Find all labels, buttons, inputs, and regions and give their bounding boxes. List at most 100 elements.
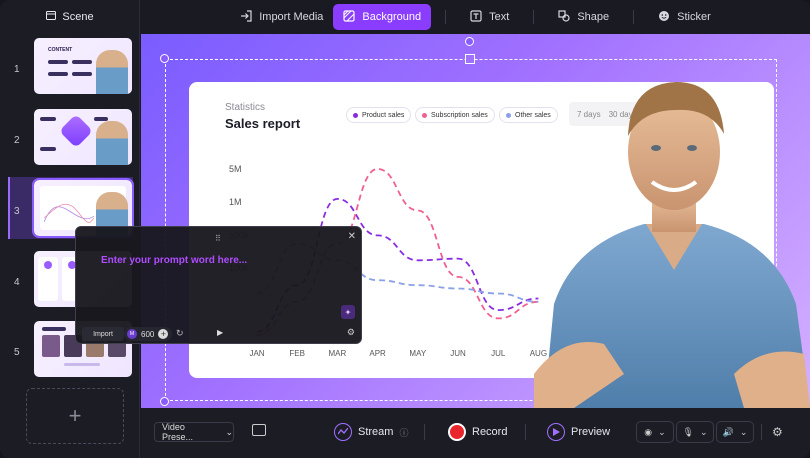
settings-icon[interactable]: ⚙ (346, 327, 355, 337)
x-tick-label: JAN (249, 349, 264, 358)
resize-handle-tl[interactable] (160, 54, 169, 63)
drag-grip-icon[interactable]: ⠿ (215, 234, 222, 243)
preset-label: Video Prese... (162, 422, 194, 442)
scene-number: 4 (14, 277, 20, 288)
shape-label: Shape (577, 11, 610, 23)
record-icon (448, 423, 466, 441)
stream-button[interactable]: Stream ⓘ (334, 421, 408, 443)
text-label: Text (489, 11, 510, 23)
import-button[interactable]: Import (82, 327, 124, 341)
speaker-select[interactable]: 🔊 ⌄ (716, 421, 754, 443)
sticker-label: Sticker (677, 11, 711, 23)
record-label: Record (472, 426, 508, 438)
background-button[interactable]: Background (333, 4, 432, 30)
background-icon (343, 9, 356, 25)
preview-button[interactable]: Preview (547, 421, 610, 443)
video-preset-select[interactable]: Video Prese... ⌄ (154, 422, 234, 442)
help-icon[interactable]: ⓘ (399, 427, 409, 438)
prompt-panel[interactable]: ⠿ ✕ Enter your prompt word here... ✦ Imp… (75, 226, 362, 344)
range-30-days[interactable]: 30 days (608, 109, 637, 119)
legend-dot (422, 112, 427, 118)
bottom-divider (761, 424, 762, 440)
x-tick-label: MAR (329, 349, 347, 358)
shape-icon (558, 9, 570, 25)
subtitle-icon[interactable] (252, 424, 266, 436)
scene-icon (46, 11, 57, 23)
microphone-icon: 🎙 (682, 426, 694, 437)
stream-icon (334, 423, 352, 441)
toolbar-divider (633, 10, 635, 24)
slide-subtitle: Statistics (225, 102, 266, 113)
top-toolbar: Import Media Background Text Shape (141, 0, 810, 34)
add-credits-icon[interactable]: + (158, 329, 169, 339)
legend-label: Other sales (515, 111, 551, 119)
prompt-input[interactable]: Enter your prompt word here... (101, 255, 248, 266)
scene-number: 1 (14, 64, 20, 75)
slide-title: Sales report (225, 116, 301, 131)
chevron-down-icon: ⌄ (658, 426, 666, 437)
shape-button[interactable]: Shape (548, 4, 619, 30)
x-tick-label: FEB (289, 349, 305, 358)
scene-thumbnail: CONTENT (34, 38, 132, 94)
move-handle[interactable] (465, 54, 475, 64)
scene-header: Scene (0, 0, 140, 34)
chevron-down-icon: ⌄ (699, 426, 708, 437)
x-tick-label: JUL (491, 349, 506, 358)
scene-number: 3 (14, 206, 20, 217)
play-icon (547, 423, 565, 441)
sticker-button[interactable]: Sticker (648, 4, 721, 30)
x-tick-label: MAY (409, 349, 426, 358)
legend-product: Product sales (346, 107, 412, 123)
legend-dot (353, 112, 358, 118)
scene-thumbnail (34, 109, 132, 165)
play-icon[interactable]: ▶ (217, 328, 224, 337)
bottom-bar: Video Prese... ⌄ Stream ⓘ Record Preview… (141, 408, 810, 458)
close-icon[interactable]: ✕ (347, 231, 356, 242)
range-7-days[interactable]: 7 days (577, 109, 601, 119)
text-icon (470, 9, 482, 25)
microphone-select[interactable]: 🎙 ⌄ (676, 421, 714, 443)
x-tick-label: JUN (450, 349, 466, 358)
thumb-person (96, 50, 128, 94)
legend-dot (506, 112, 511, 118)
scene-item-2[interactable]: 2 (8, 109, 132, 171)
magic-wand-icon[interactable]: ✦ (341, 305, 355, 319)
import-media-button[interactable]: Import Media (230, 4, 333, 30)
x-tick-label: AUG (530, 349, 547, 358)
scene-number: 2 (14, 135, 20, 146)
webcam-icon: ◉ (644, 426, 653, 437)
scene-item-1[interactable]: 1 CONTENT (8, 38, 132, 100)
scene-thumbnail (32, 178, 134, 238)
camera-select[interactable]: ◉ ⌄ (636, 421, 674, 443)
presenter-avatar (534, 82, 810, 408)
coin-icon: M (127, 329, 137, 339)
series-line (256, 242, 539, 303)
thumb-person (96, 121, 128, 165)
legend-label: Product sales (362, 111, 405, 119)
preview-label: Preview (571, 426, 611, 438)
chevron-down-icon: ⌄ (739, 426, 748, 437)
rotate-handle[interactable] (465, 37, 474, 46)
import-media-label: Import Media (259, 11, 324, 23)
credits-counter[interactable]: M 600 + (124, 327, 173, 341)
add-scene-button[interactable]: + (26, 388, 124, 444)
thumb-title: CONTENT (48, 47, 73, 53)
sticker-icon (658, 10, 670, 25)
scene-item-3[interactable]: 3 (8, 178, 134, 242)
text-button[interactable]: Text (460, 4, 519, 30)
toolbar-divider (445, 10, 447, 24)
stream-label: Stream (358, 426, 394, 438)
bottom-divider (525, 424, 526, 440)
resize-handle-bl[interactable] (160, 397, 169, 406)
toolbar-divider (533, 10, 535, 24)
import-icon (240, 9, 252, 25)
x-tick-label: APR (369, 349, 386, 358)
scene-item-5[interactable]: 5 (8, 321, 132, 383)
record-button[interactable]: Record (448, 421, 507, 443)
speaker-icon: 🔊 (722, 426, 734, 437)
legend-other: Other sales (499, 107, 558, 123)
settings-icon[interactable]: ⚙ (772, 425, 783, 439)
bottom-divider (424, 424, 425, 440)
refresh-icon[interactable]: ↻ (176, 328, 184, 338)
